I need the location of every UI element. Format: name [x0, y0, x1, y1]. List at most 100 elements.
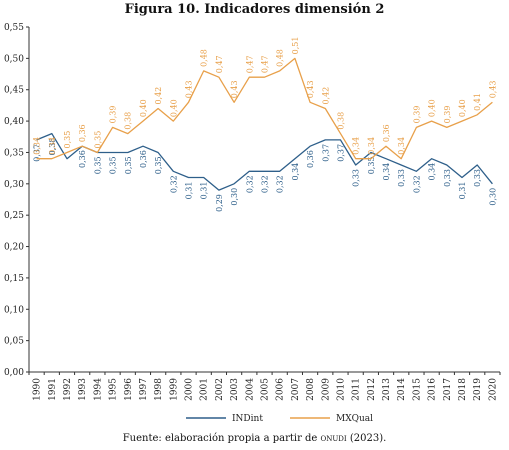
data-label-MXQual: 0,43	[185, 80, 194, 98]
data-label-MXQual: 0,51	[291, 37, 300, 55]
y-tick-label: 0,55	[4, 23, 24, 33]
x-tick-label: 2017	[443, 378, 453, 401]
data-label-MXQual: 0,42	[154, 87, 163, 105]
x-tick-label: 2005	[261, 378, 271, 401]
data-label-INDint: 0,30	[488, 188, 497, 206]
x-tick-label: 1996	[124, 378, 134, 401]
data-label-MXQual: 0,34	[352, 137, 361, 155]
x-tick-label: 2003	[230, 378, 240, 401]
y-tick-label: 0,00	[4, 368, 24, 378]
y-tick-label: 0,20	[4, 243, 24, 253]
data-label-INDint: 0,35	[124, 156, 133, 174]
x-tick-label: 1997	[139, 378, 149, 401]
y-tick-label: 0,45	[4, 86, 24, 96]
data-label-MXQual: 0,40	[428, 99, 437, 117]
data-label-MXQual: 0,35	[63, 131, 72, 149]
x-tick-label: 2020	[488, 378, 498, 401]
x-tick-label: 2018	[458, 378, 468, 401]
source-suffix: (2023).	[346, 433, 387, 444]
data-label-INDint: 0,31	[458, 182, 467, 200]
figure-title: Figura 10. Indicadores dimensión 2	[124, 2, 385, 17]
data-label-MXQual: 0,48	[276, 49, 285, 67]
data-label-MXQual: 0,39	[412, 106, 421, 124]
data-label-INDint: 0,30	[230, 188, 239, 206]
x-tick-label: 2012	[367, 378, 377, 401]
series-line-INDint	[36, 132, 493, 191]
data-label-INDint: 0,34	[291, 163, 300, 181]
x-tick-label: 1998	[154, 378, 164, 401]
data-label-MXQual: 0,34	[48, 137, 57, 155]
figure-source: Fuente: elaboración propia a partir de o…	[0, 433, 509, 444]
data-label-MXQual: 0,39	[443, 106, 452, 124]
data-label-INDint: 0,37	[321, 144, 330, 162]
data-label-MXQual: 0,38	[336, 112, 345, 130]
data-label-INDint: 0,31	[200, 182, 209, 200]
x-tick-label: 1995	[109, 378, 119, 401]
data-label-MXQual: 0,42	[321, 87, 330, 105]
legend-label-MXQual: MXQual	[336, 414, 373, 424]
data-label-INDint: 0,34	[428, 163, 437, 181]
x-tick-label: 1993	[78, 378, 88, 401]
x-tick-label: 2008	[306, 378, 316, 401]
data-label-MXQual: 0,39	[109, 106, 118, 124]
data-label-INDint: 0,33	[473, 169, 482, 187]
y-tick-label: 0,25	[4, 211, 24, 221]
data-label-MXQual: 0,38	[124, 112, 133, 130]
data-label-MXQual: 0,43	[306, 80, 315, 98]
x-tick-label: 2000	[185, 378, 195, 401]
data-label-MXQual: 0,43	[230, 80, 239, 98]
x-tick-label: 1991	[48, 378, 58, 401]
data-label-MXQual: 0,40	[139, 99, 148, 117]
data-label-INDint: 0,33	[352, 169, 361, 187]
y-tick-label: 0,10	[4, 305, 24, 315]
data-label-INDint: 0,36	[78, 150, 87, 168]
data-label-MXQual: 0,34	[367, 137, 376, 155]
data-label-INDint: 0,35	[367, 156, 376, 174]
data-label-INDint: 0,35	[93, 156, 102, 174]
x-tick-label: 2004	[245, 378, 255, 401]
source-prefix: Fuente: elaboración propia a partir de	[122, 433, 321, 444]
y-tick-label: 0,35	[4, 148, 24, 158]
data-label-INDint: 0,35	[109, 156, 118, 174]
data-label-INDint: 0,37	[33, 144, 42, 162]
y-tick-label: 0,30	[4, 180, 24, 190]
y-tick-label: 0,05	[4, 337, 24, 347]
data-label-INDint: 0,35	[154, 156, 163, 174]
data-label-MXQual: 0,40	[169, 99, 178, 117]
data-label-INDint: 0,36	[306, 150, 315, 168]
x-tick-label: 2002	[215, 378, 225, 401]
data-label-MXQual: 0,34	[397, 137, 406, 155]
x-tick-label: 1990	[33, 378, 43, 401]
data-label-INDint: 0,32	[245, 175, 254, 193]
data-label-INDint: 0,32	[276, 175, 285, 193]
y-tick-label: 0,50	[4, 54, 24, 64]
x-tick-label: 2016	[428, 378, 438, 401]
source-org: onudi	[320, 433, 347, 444]
series-line-MXQual	[36, 57, 493, 160]
x-tick-label: 2011	[352, 378, 362, 401]
data-label-MXQual: 0,34	[33, 137, 42, 155]
data-label-MXQual: 0,36	[382, 124, 391, 142]
data-label-INDint: 0,38	[48, 138, 57, 156]
x-tick-label: 2009	[321, 378, 331, 401]
data-label-INDint: 0,34	[382, 163, 391, 181]
x-tick-label: 2001	[200, 378, 210, 401]
data-label-INDint: 0,37	[336, 144, 345, 162]
x-tick-label: 1994	[93, 378, 103, 401]
data-label-MXQual: 0,40	[458, 99, 467, 117]
data-label-MXQual: 0,35	[93, 131, 102, 149]
data-label-INDint: 0,29	[215, 194, 224, 212]
x-tick-label: 2007	[291, 378, 301, 401]
data-label-MXQual: 0,36	[78, 124, 87, 142]
data-label-INDint: 0,33	[443, 169, 452, 187]
data-label-MXQual: 0,43	[488, 80, 497, 98]
x-tick-label: 1992	[63, 378, 73, 401]
data-label-INDint: 0,32	[412, 175, 421, 193]
data-label-MXQual: 0,47	[245, 55, 254, 73]
data-label-MXQual: 0,41	[473, 93, 482, 111]
data-label-INDint: 0,32	[169, 175, 178, 193]
data-label-INDint: 0,31	[185, 182, 194, 200]
x-tick-label: 2019	[473, 378, 483, 401]
data-label-MXQual: 0,47	[261, 55, 270, 73]
